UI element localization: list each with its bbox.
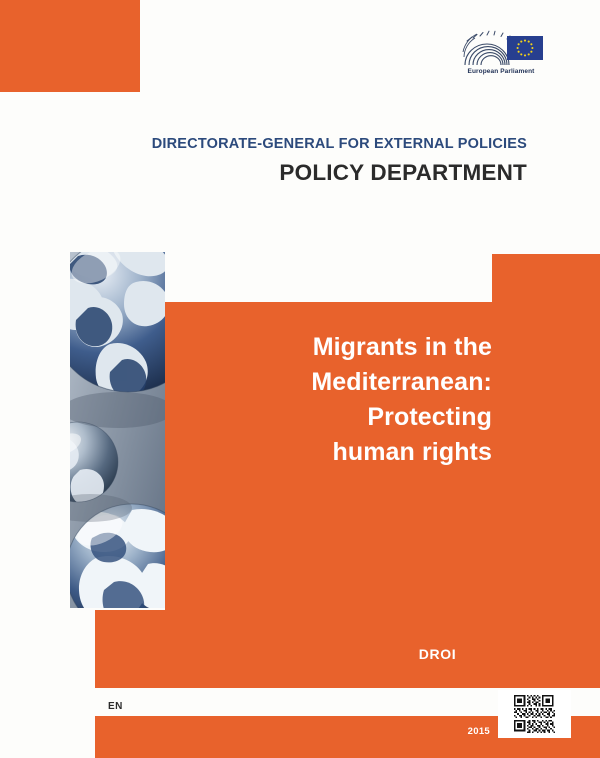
- page-title: Migrants in the Mediterranean: Protectin…: [210, 330, 492, 470]
- committee-code-label: DROI: [418, 646, 457, 662]
- decorative-orange-block-lower: [95, 610, 600, 688]
- page-title-line-1: Migrants in the: [312, 333, 492, 361]
- globes-illustration: [70, 252, 165, 608]
- qr-code-icon: [510, 690, 559, 738]
- language-bar: EN: [85, 697, 430, 716]
- language-code-label: EN: [108, 701, 123, 712]
- european-parliament-logo-caption: European Parliament: [467, 68, 535, 75]
- european-parliament-hemicycle-icon: [462, 30, 543, 66]
- policy-department-heading: POLICY DEPARTMENT: [279, 160, 527, 185]
- page-title-line-4: human rights: [332, 438, 492, 466]
- publication-year: 2015: [467, 726, 490, 737]
- directorate-general-heading: DIRECTORATE-GENERAL FOR EXTERNAL POLICIE…: [151, 136, 527, 152]
- decorative-orange-block-top-left: [0, 0, 140, 92]
- european-parliament-logo: European Parliament: [455, 28, 547, 84]
- qr-code[interactable]: [498, 690, 571, 738]
- page-title-line-3: Protecting: [367, 403, 492, 431]
- cover-globes-image: [70, 252, 165, 608]
- decorative-orange-block-upper-right: [492, 254, 600, 302]
- page-title-line-2: Mediterranean:: [311, 368, 492, 396]
